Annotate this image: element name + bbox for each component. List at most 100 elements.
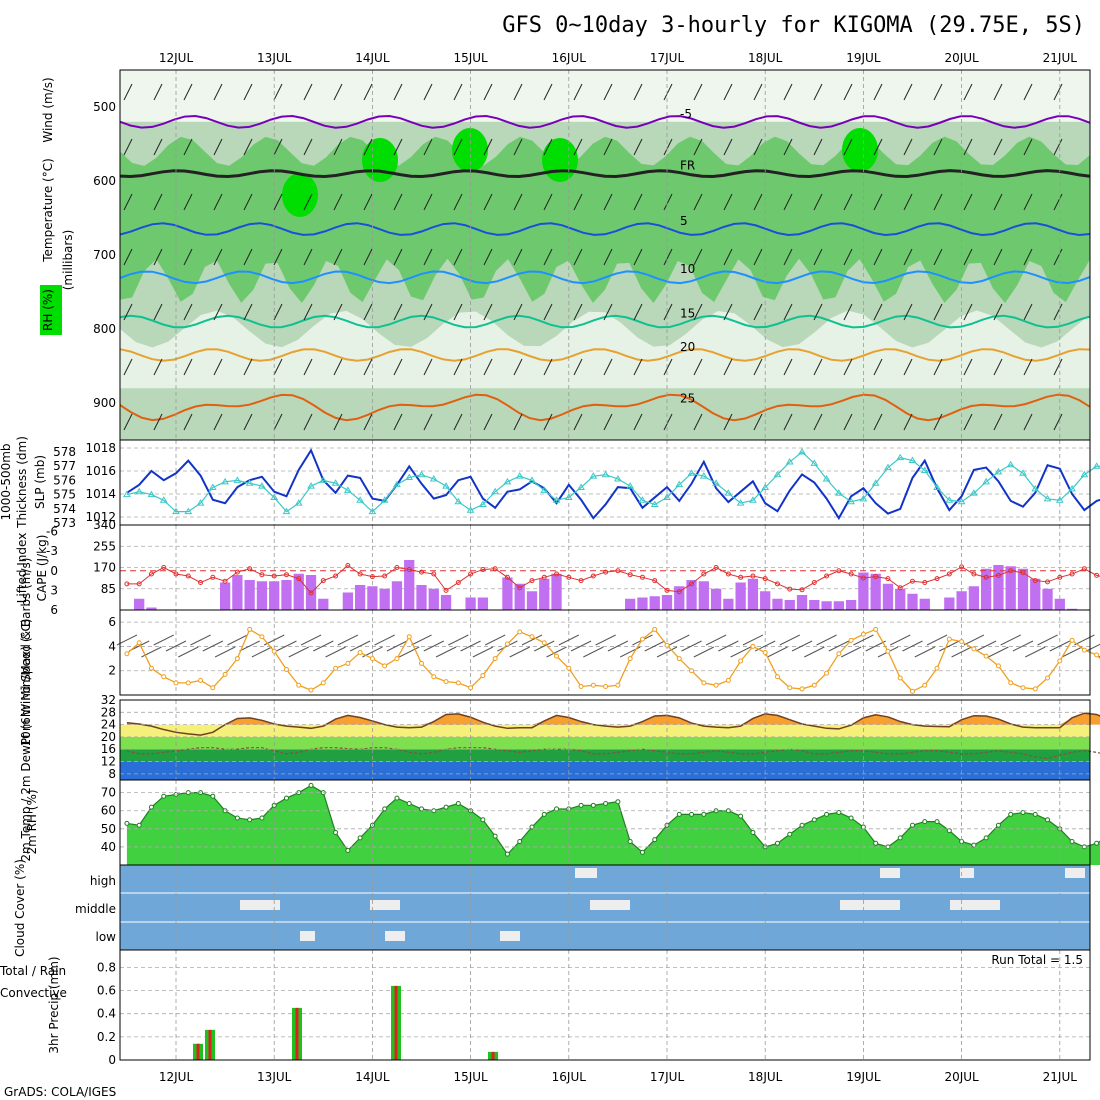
wind-speed-point (394, 656, 400, 662)
lifted-index-point (259, 572, 265, 578)
wind-barb-10m (1049, 640, 1071, 652)
precip-convective-bar (208, 1029, 212, 1060)
wind-barb (243, 193, 253, 211)
lifted-index-point (394, 565, 400, 570)
wind-barb (363, 138, 373, 156)
wind-speed-point (529, 634, 535, 640)
wind-barb (903, 248, 913, 266)
cape-tick-label: 170 (93, 561, 116, 575)
cape-bar (796, 595, 808, 610)
wind-barb (273, 138, 283, 156)
cape-tick-label: 255 (93, 539, 116, 553)
lifted-index-point (247, 566, 253, 572)
wind-barb (543, 83, 553, 101)
wind-barb (123, 193, 133, 211)
wind-speed-point (836, 651, 842, 657)
lifted-index-point (419, 569, 424, 575)
thickness-point (123, 490, 131, 498)
wind-speed-point (1081, 647, 1087, 653)
wind-barb (1023, 303, 1033, 321)
wind-barb-10m (939, 640, 960, 652)
cloud-row-label: high (90, 874, 116, 888)
wind-barb (573, 358, 583, 376)
wind-barb-10m (705, 634, 727, 646)
wind-barb (483, 413, 493, 431)
lifted-index-point (504, 574, 510, 580)
rh-2m-point (603, 801, 609, 807)
lifted-index-point (983, 574, 989, 580)
lifted-index-point (799, 587, 805, 593)
cape-bar (747, 578, 759, 610)
run-total-annotation: Run Total = 1.5 (991, 953, 1083, 967)
wind-speed-point (296, 682, 302, 688)
lifted-index-tick-label: -3 (46, 544, 58, 558)
top-day-label: 20JUL (944, 51, 979, 65)
lifted-index-point (185, 573, 191, 579)
wind-barb-10m (902, 640, 923, 652)
cape-bar (551, 573, 562, 610)
wind-speed-point (922, 682, 928, 688)
top-day-label: 21JUL (1043, 51, 1078, 65)
lifted-index-point (959, 564, 965, 570)
rh-2m-tick-label: 60 (101, 804, 116, 818)
bottom-day-label: 19JUL (846, 1070, 881, 1084)
temperature-axis-label: Temperature (°C) (41, 158, 55, 263)
rh-2m-point (148, 804, 154, 810)
temperature-contour-label: 5 (680, 214, 688, 228)
thickness-point (724, 489, 733, 496)
rh-2m-point (480, 817, 486, 823)
wind-barb (1023, 413, 1033, 431)
temperature-contour-label: 10 (680, 262, 695, 276)
wind-barb-10m (374, 634, 395, 646)
wind-speed-point (1057, 658, 1063, 664)
wind-barb-10m (791, 640, 813, 652)
cloud-cover-block (500, 931, 520, 941)
wind-barb (213, 248, 223, 266)
lifted-index-point (652, 578, 658, 584)
thickness-point (196, 499, 205, 506)
thickness-point (712, 479, 720, 486)
precip-convective-bar (196, 1043, 200, 1060)
wind-barb (153, 193, 163, 211)
wind-barb (843, 413, 853, 431)
wind-barb (543, 358, 553, 376)
cape-bar (465, 597, 476, 610)
temperature-contour-label: 25 (680, 392, 695, 406)
lifted-index-point (148, 571, 154, 577)
cloud-cover-axis-label: Cloud Cover (%) (13, 859, 27, 957)
wind-barb-10m (509, 646, 530, 658)
wind-barb (153, 83, 163, 101)
wind-barb (663, 138, 673, 156)
rh-2m-point (1045, 817, 1051, 823)
lifted-index-point (995, 572, 1001, 578)
temperature-tick-label: 20 (101, 730, 116, 744)
lifted-index-point (885, 576, 891, 582)
lifted-index-point (554, 571, 560, 577)
rh-2m-point (541, 811, 547, 817)
thickness-point (221, 477, 229, 485)
wind-barb (963, 358, 973, 376)
wind-speed-point (198, 677, 204, 683)
cape-bar (342, 592, 353, 610)
wind-speed-point (431, 674, 437, 680)
temperature-contour-label: -5 (680, 107, 692, 121)
wind-barb (303, 83, 313, 101)
wind-barb (603, 358, 613, 376)
lifted-index-point (738, 574, 744, 580)
thickness-point (307, 482, 315, 489)
rh-2m-point (333, 829, 339, 835)
wind-barb (513, 248, 523, 266)
cape-bar (772, 598, 783, 610)
wind-barb (183, 413, 193, 431)
wind-speed-point (750, 643, 756, 649)
wind-barb (723, 138, 733, 156)
wind-barb (423, 413, 433, 431)
wind-barb (723, 358, 733, 376)
thickness-point (478, 500, 487, 508)
wind-barb (903, 303, 913, 321)
lifted-index-point (406, 566, 412, 572)
lifted-index-point (345, 563, 351, 569)
thickness-point (393, 480, 401, 488)
temperature-tick-label: 12 (101, 755, 116, 769)
rh-2m-point (946, 828, 952, 834)
